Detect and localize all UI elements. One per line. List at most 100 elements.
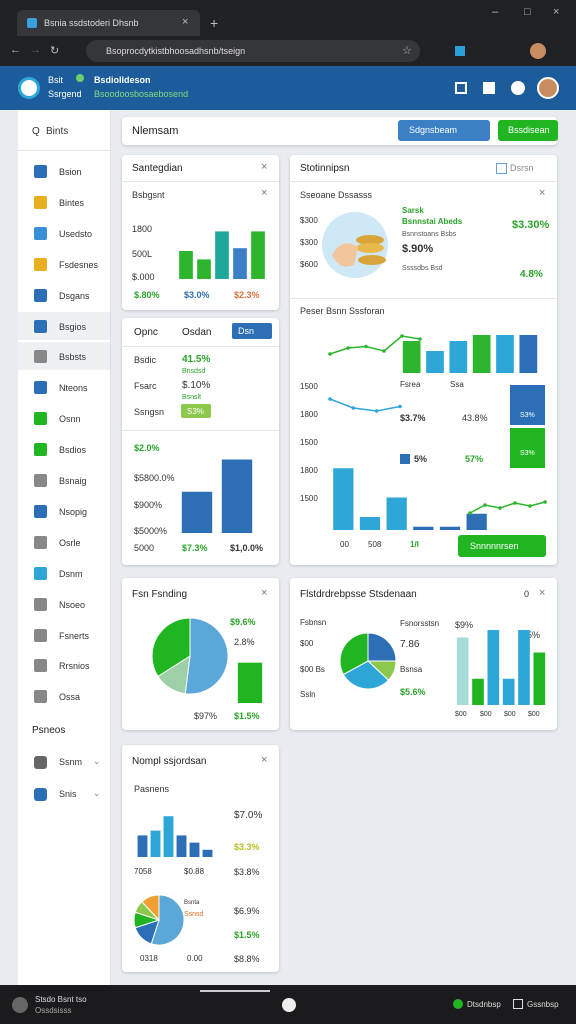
- filter-icon[interactable]: [496, 163, 507, 174]
- primary-button[interactable]: [398, 120, 490, 141]
- bar: [466, 513, 487, 530]
- header-icon[interactable]: [511, 81, 525, 95]
- nav-item[interactable]: Snis: [59, 789, 77, 799]
- nav-item[interactable]: Dsgans: [59, 290, 90, 301]
- row-value: $.10%: [182, 380, 211, 391]
- card-title: Flstdrdrebpsse Stsdenaan: [300, 589, 417, 600]
- nav-item[interactable]: Bintes: [59, 197, 85, 208]
- line-point: [398, 404, 402, 409]
- nav-icon: [34, 628, 47, 642]
- nav-item[interactable]: Bsion: [59, 167, 82, 177]
- stat: $2.3%: [234, 290, 260, 300]
- close[interactable]: ×: [261, 187, 268, 199]
- app-icon[interactable]: [12, 997, 28, 1013]
- search[interactable]: Bints: [46, 126, 69, 137]
- close[interactable]: ×: [539, 587, 546, 599]
- footer-label: $1,0.0%: [230, 543, 264, 553]
- bar: [426, 351, 444, 373]
- tab[interactable]: [17, 10, 200, 36]
- bar: [472, 678, 484, 705]
- url: Bsoprocdytkistbhoosadhsnb/tseign: [106, 46, 246, 56]
- window-close[interactable]: ×: [553, 6, 560, 18]
- bar: [439, 526, 461, 530]
- tray-item[interactable]: Dtsdnbsp: [467, 1000, 501, 1009]
- window-min[interactable]: –: [492, 6, 499, 18]
- new-tab[interactable]: +: [210, 15, 219, 31]
- stat: $9.6%: [230, 617, 256, 627]
- nav-item[interactable]: Bsgios: [59, 321, 87, 332]
- close[interactable]: ×: [261, 587, 268, 599]
- promo-change: 4.8%: [520, 269, 543, 280]
- taskbar-icon[interactable]: [282, 998, 296, 1012]
- success-button-label: Bssdisean: [508, 125, 550, 135]
- back[interactable]: ←: [10, 44, 21, 56]
- nav-item[interactable]: Dsnm: [59, 568, 83, 579]
- nav-item[interactable]: Nteons: [59, 383, 88, 394]
- axis-label: 1/l: [410, 540, 419, 549]
- nav-icon: [34, 474, 47, 487]
- primary-button-label: Sdgnsbeam: [409, 125, 458, 135]
- nav-item[interactable]: Rrsnios: [59, 661, 90, 672]
- close[interactable]: ×: [539, 187, 546, 199]
- brand-sub: Ssrgend: [48, 89, 82, 99]
- nav-item[interactable]: Fsdesnes: [59, 259, 99, 270]
- nav-item[interactable]: Bsbsts: [59, 352, 87, 363]
- divider: [122, 181, 279, 182]
- nav-item[interactable]: Nsopig: [59, 506, 88, 517]
- nav-icon: [34, 412, 47, 426]
- line: [329, 398, 401, 412]
- dropdown[interactable]: [232, 323, 272, 339]
- taskbar-slot[interactable]: [200, 990, 270, 1024]
- success-button[interactable]: [498, 120, 558, 141]
- extension[interactable]: [455, 46, 465, 56]
- nav-icon: [34, 226, 47, 240]
- header-icon[interactable]: [483, 82, 495, 94]
- reload[interactable]: ↻: [50, 45, 60, 57]
- bookmark[interactable]: ☆: [402, 45, 412, 57]
- tray-item[interactable]: Gssnbsp: [527, 1000, 559, 1009]
- header-icon[interactable]: [455, 82, 467, 94]
- avatar[interactable]: [537, 77, 559, 99]
- address-bar[interactable]: [86, 40, 420, 62]
- line-chart: [468, 500, 547, 515]
- nav-icon: [34, 659, 47, 673]
- stat: $8.8%: [234, 954, 260, 964]
- card-title: Fsn Fsnding: [132, 589, 188, 600]
- nav-item[interactable]: Ossa: [59, 692, 81, 703]
- label: $00 Bs: [300, 665, 325, 674]
- close[interactable]: ×: [261, 161, 268, 173]
- nav-item[interactable]: Fsnerts: [59, 630, 90, 641]
- toolbar: Nlemsam Sdgnsbeam Bssdisean: [122, 117, 558, 145]
- divider: [290, 181, 557, 182]
- chevron[interactable]: ⌄: [93, 788, 101, 798]
- axis-label: 500L: [132, 249, 153, 259]
- bar: [496, 335, 514, 373]
- close[interactable]: ×: [261, 754, 268, 766]
- stat: $6.9%: [234, 906, 260, 916]
- nav-icon: [34, 788, 47, 801]
- nav-item[interactable]: Bsnaig: [59, 476, 87, 486]
- card-title: Opnc: [134, 327, 158, 338]
- taskbar-app[interactable]: Stsdo Bsnt tso: [35, 995, 87, 1004]
- forward[interactable]: →: [30, 44, 41, 56]
- nav-item[interactable]: Osnn: [59, 414, 81, 425]
- nav-item[interactable]: Bsdios: [59, 445, 87, 456]
- nav-item[interactable]: Usedsto: [59, 228, 93, 239]
- action-button[interactable]: [458, 535, 546, 557]
- filter[interactable]: Dsrsn: [510, 163, 534, 173]
- nav-item[interactable]: Nsoeo: [59, 599, 86, 610]
- nav-icon: [34, 165, 47, 178]
- card-subtitle: Pasnens: [134, 784, 170, 794]
- profile[interactable]: [530, 43, 546, 59]
- chevron[interactable]: ⌄: [93, 756, 101, 766]
- bar: [413, 526, 434, 530]
- window-max[interactable]: □: [524, 6, 531, 18]
- line-point: [351, 406, 356, 410]
- nav-item[interactable]: Ssnm: [59, 757, 83, 767]
- axis-label: $2.0%: [134, 443, 160, 453]
- nav-item[interactable]: Osrle: [59, 537, 81, 548]
- tab-close[interactable]: ×: [182, 16, 189, 28]
- search-icon[interactable]: Q: [32, 126, 40, 137]
- tile: [510, 385, 545, 425]
